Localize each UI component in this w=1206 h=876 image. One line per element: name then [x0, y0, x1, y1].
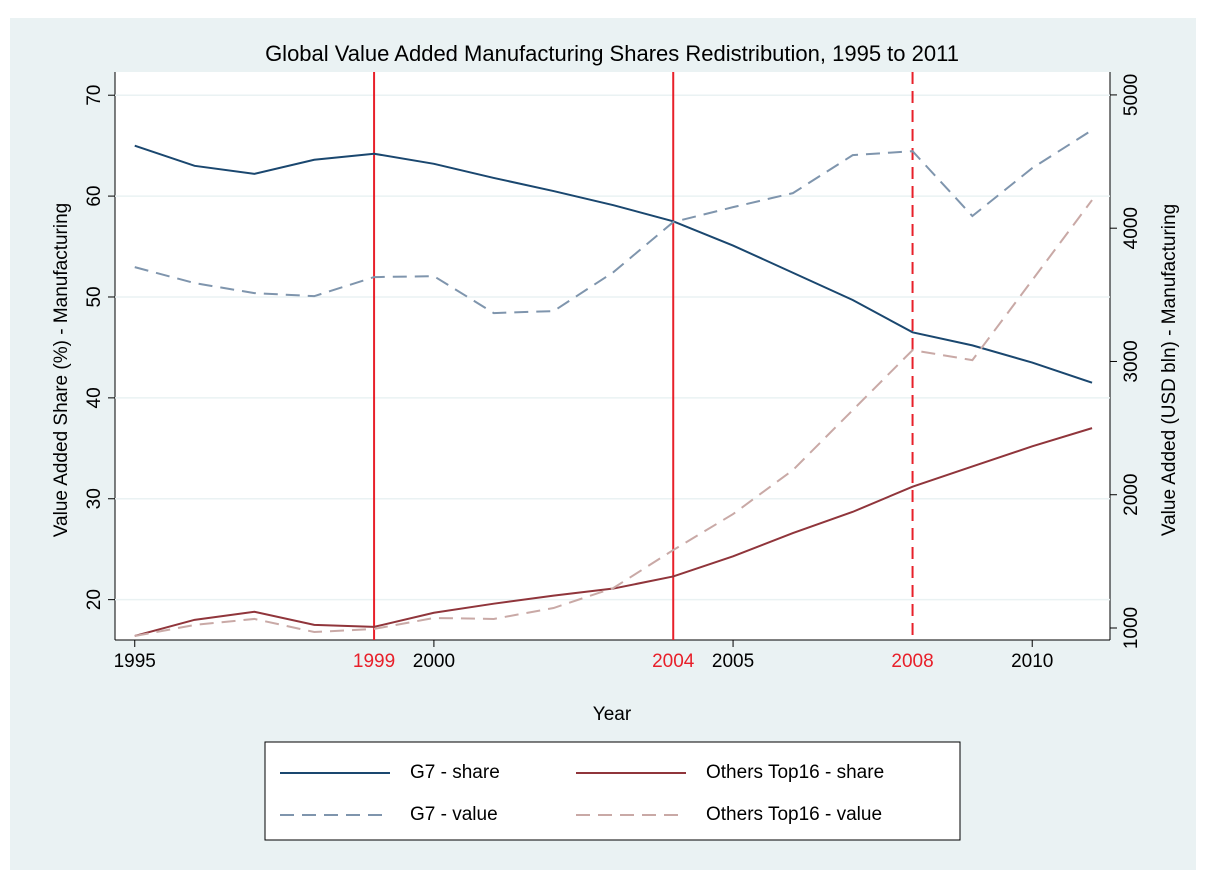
x-tick-label: 2005 — [712, 651, 754, 672]
x-tick-label: 1995 — [114, 651, 156, 672]
legend-label: G7 - value — [410, 804, 498, 825]
y-tick-label: 30 — [84, 488, 105, 509]
y2-tick-label: 2000 — [1121, 474, 1142, 516]
y-tick-label: 20 — [84, 589, 105, 610]
reference-label: 2008 — [891, 651, 933, 672]
series-line — [134, 144, 1093, 384]
y2-tick-label: 3000 — [1121, 340, 1142, 382]
legend-label: G7 - share — [410, 762, 500, 783]
y-tick-label: 60 — [84, 186, 105, 207]
chart-title: Global Value Added Manufacturing Shares … — [265, 41, 959, 66]
reference-label: 1999 — [353, 651, 395, 672]
x-tick-label: 2000 — [413, 651, 455, 672]
reference-label: 2004 — [652, 651, 695, 672]
legend-label: Others Top16 - share — [706, 762, 884, 783]
y-tick-label: 40 — [84, 387, 105, 408]
y-tick-label: 70 — [84, 85, 105, 106]
y2-axis-label: Value Added (USD bln) - Manufacturing — [1159, 204, 1180, 536]
series-line — [134, 199, 1093, 637]
plot-area — [115, 72, 1110, 640]
y2-tick-label: 5000 — [1121, 74, 1142, 116]
series-line — [134, 129, 1093, 315]
y2-tick-label: 4000 — [1121, 207, 1142, 249]
legend — [264, 741, 961, 841]
y-tick-label: 50 — [84, 286, 105, 307]
x-tick-label: 2010 — [1011, 651, 1053, 672]
legend-label: Others Top16 - value — [706, 804, 882, 825]
y-axis-label: Value Added Share (%) - Manufacturing — [51, 203, 72, 537]
x-axis-label: Year — [593, 704, 632, 725]
y2-tick-label: 1000 — [1121, 607, 1142, 649]
